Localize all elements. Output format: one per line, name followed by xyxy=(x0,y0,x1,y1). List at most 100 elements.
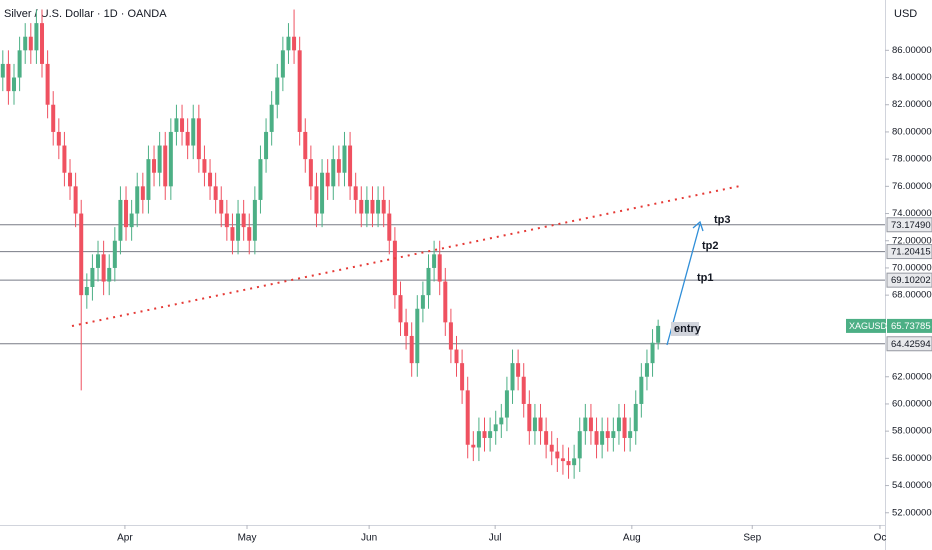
candle-body xyxy=(499,417,504,425)
candle-body xyxy=(504,390,509,418)
candle-body xyxy=(258,159,263,200)
candle-body xyxy=(275,77,280,105)
candle-body xyxy=(107,267,112,282)
candle-body xyxy=(146,159,151,200)
candle-body xyxy=(23,36,28,51)
candle-body xyxy=(303,131,308,160)
candle-body xyxy=(101,254,106,282)
y-tick-label: 72.00000 xyxy=(892,235,932,246)
candle-body xyxy=(196,118,201,160)
candle-body xyxy=(331,159,336,187)
y-tick-label: 84.00000 xyxy=(892,72,932,83)
candle-body xyxy=(594,431,599,445)
y-tick-label: 56.00000 xyxy=(892,453,932,464)
candle-body xyxy=(208,172,213,187)
candle-body xyxy=(163,145,168,187)
y-tick-label: 80.00000 xyxy=(892,126,932,137)
candle-body xyxy=(286,36,291,51)
x-tick-label: Jul xyxy=(489,533,502,544)
candle-body xyxy=(628,431,633,438)
y-tick-label: 68.00000 xyxy=(892,290,932,301)
y-tick-label: 58.00000 xyxy=(892,426,932,437)
candle-body xyxy=(566,461,571,466)
entry-box xyxy=(671,322,699,336)
candle-body xyxy=(605,431,610,438)
candle-body xyxy=(90,267,95,287)
annotation: tp1 xyxy=(697,272,714,284)
candle-body xyxy=(650,342,655,364)
candle-body xyxy=(34,23,39,51)
candle-body xyxy=(544,431,549,445)
symbol-label: XAGUSD xyxy=(849,321,888,331)
level-label: 73.17490 xyxy=(891,220,931,231)
candle-body xyxy=(656,325,661,343)
level-label: 69.10202 xyxy=(891,275,931,286)
candle-body xyxy=(129,213,134,228)
candle-body xyxy=(409,335,414,364)
candle-body xyxy=(269,104,274,132)
candle-body xyxy=(96,254,101,268)
candle-body xyxy=(448,322,453,350)
x-tick-label: Sep xyxy=(743,533,761,544)
axes: 52.00000 54.00000 56.00000 58.00000 60.00000… xyxy=(117,45,932,544)
candle-body xyxy=(432,254,437,268)
candle-body xyxy=(488,431,493,438)
y-tick-label: 52.00000 xyxy=(892,507,932,518)
candle-body xyxy=(68,172,73,187)
candle-body xyxy=(420,295,425,309)
symbol-label-box xyxy=(846,318,886,333)
annotations: tp3 tp2 tp1 entry xyxy=(671,214,731,336)
candle-body xyxy=(241,213,246,228)
y-tick-label: 86.00000 xyxy=(892,45,932,56)
candle-body xyxy=(398,295,403,323)
level-label: 71.20415 xyxy=(891,247,931,258)
x-tick-label: Oc xyxy=(874,533,887,544)
candle-body xyxy=(342,145,347,173)
candle-body xyxy=(644,363,649,377)
candle-body xyxy=(308,159,313,187)
candle-body xyxy=(247,227,252,241)
candle-body xyxy=(124,199,129,228)
chart-title: Silver / U.S. Dollar · 1D · OANDA xyxy=(4,8,167,20)
x-tick-label: Jun xyxy=(361,533,377,544)
candle-body xyxy=(157,145,162,173)
levels xyxy=(0,224,885,345)
candle-body xyxy=(224,213,229,228)
candle-body xyxy=(236,213,241,241)
candle-body xyxy=(180,118,185,132)
candle-body xyxy=(252,199,257,241)
candle-body xyxy=(264,131,269,160)
candle-body xyxy=(73,186,78,214)
candle-body xyxy=(62,145,67,173)
candle-body xyxy=(17,50,22,78)
candle-body xyxy=(51,104,56,132)
candle-body xyxy=(280,50,285,78)
level-label-box xyxy=(886,217,932,233)
candle-body xyxy=(12,77,17,92)
candle-body xyxy=(320,172,325,214)
candle-body xyxy=(202,159,207,173)
candle-body xyxy=(588,417,593,432)
candle-body xyxy=(230,227,235,241)
candle-body xyxy=(555,451,560,459)
candle-body xyxy=(471,444,476,448)
candle-body xyxy=(443,281,448,323)
candle-body xyxy=(387,213,392,241)
candle-body xyxy=(376,199,381,214)
candle-body xyxy=(454,349,459,364)
y-tick-label: 76.00000 xyxy=(892,181,932,192)
x-tick-label: Apr xyxy=(117,533,133,544)
y-tick-label: 78.00000 xyxy=(892,154,932,165)
candle-body xyxy=(549,444,554,452)
candle-body xyxy=(219,199,224,214)
candle-body xyxy=(191,118,196,146)
candle-body xyxy=(622,417,627,438)
y-tick-label: 62.00000 xyxy=(892,371,932,382)
candle-body xyxy=(510,363,515,391)
candle-body xyxy=(56,131,61,146)
candle-body xyxy=(292,36,297,51)
candle-body xyxy=(140,186,145,200)
candle-body xyxy=(336,159,341,173)
